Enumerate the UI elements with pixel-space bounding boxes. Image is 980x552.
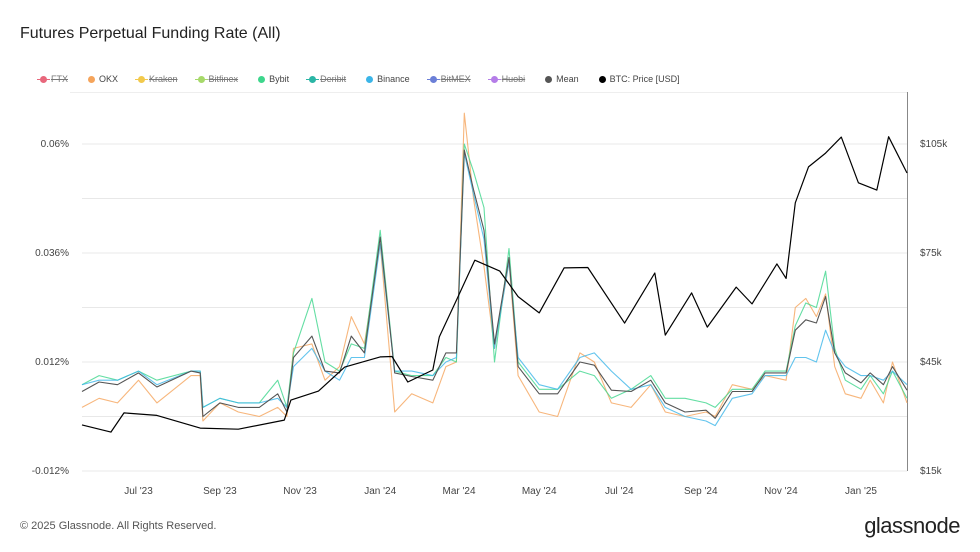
series-line-mean <box>81 149 908 419</box>
series-line-bybit <box>81 143 908 408</box>
legend-item-bitmex[interactable]: BitMEX <box>426 74 471 84</box>
x-tick-label: Nov '23 <box>283 486 317 497</box>
x-tick-label: Sep '23 <box>203 486 237 497</box>
y-right-tick-label: $105k <box>920 139 948 150</box>
legend-label: Bybit <box>269 74 290 84</box>
legend-item-bitfinex[interactable]: Bitfinex <box>194 74 239 84</box>
x-tick-label: Mar '24 <box>443 486 476 497</box>
legend-item-bybit[interactable]: Bybit <box>258 74 289 84</box>
chart-title: Futures Perpetual Funding Rate (All) <box>20 25 281 42</box>
legend-item-deribit[interactable]: Deribit <box>306 74 347 84</box>
legend-label: FTX <box>51 74 68 84</box>
y-left-tick-label: 0.036% <box>35 248 69 259</box>
legend-item-mean[interactable]: Mean <box>545 74 579 84</box>
series-line-binance <box>81 152 908 427</box>
x-tick-label: Sep '24 <box>684 486 718 497</box>
legend-label: Huobi <box>501 74 526 84</box>
x-tick-label: Jan '24 <box>364 486 396 497</box>
legend-label: Kraken <box>149 74 178 84</box>
legend: FTX OKX Kraken Bitfinex Bybit Deribit Binance B… <box>37 74 700 84</box>
y-left-tick-label: 0.06% <box>41 139 69 150</box>
legend-dot-icon <box>194 75 208 83</box>
legend-label: Mean <box>556 74 579 84</box>
y-right-tick-label: $75k <box>920 248 943 259</box>
legend-label: BitMEX <box>440 74 471 84</box>
legend-dot-icon <box>487 75 501 83</box>
legend-dot-icon <box>426 75 440 83</box>
legend-dot-icon <box>258 75 266 83</box>
copyright-text: © 2025 Glassnode. All Rights Reserved. <box>20 520 217 532</box>
legend-item-ftx[interactable]: FTX <box>37 74 68 84</box>
y-left-tick-label: 0.012% <box>35 357 69 368</box>
legend-label: Binance <box>377 74 410 84</box>
legend-dot-icon <box>37 75 50 83</box>
legend-dot-icon <box>545 75 553 83</box>
x-tick-label: Jul '24 <box>605 486 634 497</box>
x-tick-label: Jul '23 <box>124 486 153 497</box>
y-right-tick-label: $45k <box>920 357 943 368</box>
legend-dot-icon <box>598 75 606 83</box>
x-tick-label: Jan '25 <box>845 486 877 497</box>
legend-dot-icon <box>88 75 95 83</box>
legend-dot-icon <box>306 75 320 83</box>
glassnode-logo: glassnode <box>864 513 960 538</box>
legend-item-okx[interactable]: OKX <box>88 74 118 84</box>
legend-dot-icon <box>366 75 374 83</box>
legend-item-huobi[interactable]: Huobi <box>487 74 526 84</box>
legend-label: Deribit <box>320 74 347 84</box>
series-line-btc-price-usd <box>81 136 908 433</box>
x-tick-label: May '24 <box>522 486 557 497</box>
x-tick-label: Nov '24 <box>764 486 798 497</box>
legend-dot-icon <box>135 75 149 83</box>
legend-item-kraken[interactable]: Kraken <box>135 74 178 84</box>
legend-label: BTC: Price [USD] <box>609 74 680 84</box>
legend-item-btc-price-usd[interactable]: BTC: Price [USD] <box>598 74 680 84</box>
legend-label: OKX <box>99 74 119 84</box>
y-right-tick-label: $15k <box>920 466 943 477</box>
y-left-tick-label: -0.012% <box>32 466 69 477</box>
series-line-okx <box>81 112 908 422</box>
legend-item-binance[interactable]: Binance <box>366 74 410 84</box>
legend-label: Bitfinex <box>208 74 239 84</box>
